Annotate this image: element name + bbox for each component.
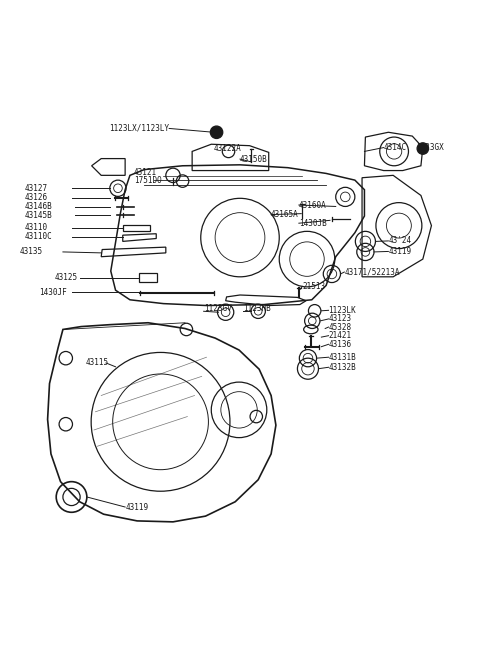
Text: 1123LX/1123LY: 1123LX/1123LY — [109, 124, 169, 133]
Text: 43119: 43119 — [388, 247, 411, 256]
Text: 43171/52213A: 43171/52213A — [344, 267, 400, 277]
Text: 43115: 43115 — [86, 359, 109, 367]
Text: 43110C: 43110C — [24, 232, 52, 241]
Text: 1430JB: 1430JB — [299, 219, 326, 228]
Text: 1123GV: 1123GV — [204, 304, 231, 313]
Text: 43125: 43125 — [54, 273, 77, 283]
Text: 43136: 43136 — [328, 340, 352, 349]
Text: 43165A: 43165A — [271, 210, 299, 219]
Bar — [123, 225, 151, 231]
Text: 43123: 43123 — [328, 315, 352, 323]
Text: 43121: 43121 — [134, 168, 157, 177]
Text: 43132B: 43132B — [328, 363, 356, 372]
Text: 43131B: 43131B — [328, 353, 356, 362]
Text: 21421: 21421 — [328, 331, 352, 340]
Text: 43145B: 43145B — [24, 211, 52, 219]
Text: 21513: 21513 — [302, 282, 325, 291]
Text: 43127: 43127 — [24, 184, 48, 193]
Text: 43135: 43135 — [20, 248, 43, 256]
Text: 45328: 45328 — [328, 323, 352, 332]
Text: 43110: 43110 — [24, 223, 48, 233]
Text: 1123HB: 1123HB — [243, 304, 271, 313]
Text: 43150B: 43150B — [240, 154, 268, 164]
Text: 43119: 43119 — [125, 503, 148, 512]
Text: 43146B: 43146B — [24, 202, 52, 212]
Text: 43126: 43126 — [24, 193, 48, 202]
Text: 43'24: 43'24 — [388, 237, 411, 246]
Circle shape — [210, 126, 223, 139]
Text: 4314C: 4314C — [384, 143, 407, 152]
Text: 1123LK: 1123LK — [328, 306, 356, 315]
Text: 43122A: 43122A — [214, 144, 241, 153]
Bar — [139, 273, 157, 282]
Text: 1430JF: 1430JF — [39, 288, 67, 296]
Text: 1123GX: 1123GX — [416, 143, 444, 152]
Circle shape — [417, 143, 429, 154]
Text: 43160A: 43160A — [299, 200, 326, 210]
Text: 1751DO: 1751DO — [134, 175, 161, 185]
